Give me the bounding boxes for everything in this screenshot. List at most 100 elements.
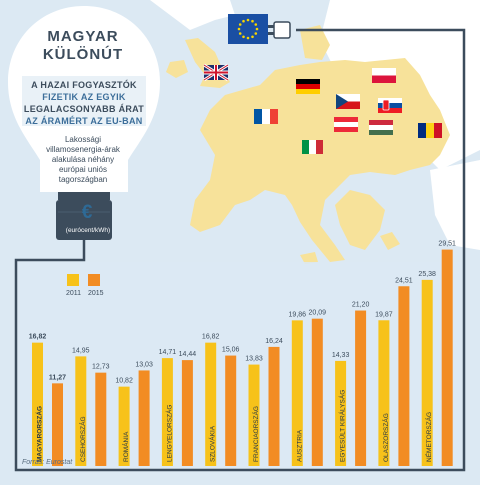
category-label: OLASZORSZÁG [381,413,390,462]
category-label: ROMÁNIA [121,431,130,462]
bar-2011 [205,342,217,466]
poland-flag-icon [372,68,396,83]
value-label: 19,87 [375,311,393,318]
eu-star [238,32,242,35]
map-land-sicily [300,252,318,264]
subtitle-line3: LEGALACSONYABB ÁRAT [23,104,145,114]
legend-swatch-2011 [67,274,79,286]
value-label: 10,82 [115,378,133,385]
map-land-ireland [166,60,188,78]
value-label: 15,06 [222,347,240,354]
category-label: CSEHORSZÁG [78,416,87,462]
bar-2011 [421,279,433,466]
source-note: Forrás: Eurostat [22,459,73,466]
eu-star [254,23,258,26]
description-line: európai uniós [58,165,108,174]
category-label: EGYESÜLT KIRÁLYSÁG [338,390,347,462]
bar-2015 [138,370,150,466]
bars-layer [32,249,453,466]
category-label: MAGYARORSZÁG [35,406,44,462]
value-label: 11,27 [49,374,66,381]
eu-star [255,27,259,31]
eu-star [238,23,242,26]
category-labels-layer: MAGYARORSZÁG CSEHORSZÁG ROMÁNIA LENGYELORSZ… [35,390,434,462]
value-label: 14,71 [159,349,177,356]
france-flag-icon [254,109,278,124]
romania-flag-icon [418,123,442,138]
legend-label-2011: 2011 [66,290,82,297]
plug-icon [268,21,291,39]
euro-icon: € [81,202,93,223]
eu-star [246,36,250,40]
category-label: NÉMETORSZÁG [424,412,433,462]
value-label: 16,82 [202,334,220,341]
value-label: 21,20 [352,302,370,309]
slovakia-flag-icon [378,98,402,113]
bar-2011 [161,358,173,466]
value-label: 24,51 [395,277,413,284]
eu-flag-icon [228,14,268,44]
value-label: 12,73 [92,364,110,371]
eu-star [246,18,250,22]
germany-flag-icon [296,79,320,94]
legend-label-2015: 2015 [88,290,104,297]
cable [14,28,466,472]
bar-2015 [95,372,107,466]
uk-flag-icon [203,63,229,82]
bar-2011 [118,386,130,466]
italy-flag-icon [302,140,323,154]
bar-2011 [378,320,390,466]
bar-2015 [268,346,280,466]
value-labels-layer: 16,82 11,27 14,95 12,73 10,82 13,03 14,71 14,44… [29,241,456,385]
eu-star [251,19,254,23]
subtitle-banner [22,76,146,126]
map-land-balkan [335,190,385,250]
map-land-other [150,0,235,30]
value-label: 25,38 [418,271,436,278]
legend-swatch-2015 [88,274,100,286]
value-label: 29,51 [438,241,456,248]
subtitle-line2: FIZETIK AZ EGYIK [42,92,126,102]
description-line: alakulása néhány [51,155,115,164]
bar-2015 [311,318,323,466]
map-land-scandinavia [300,25,330,60]
value-label: 20,09 [309,310,327,317]
hungary-flag-icon [369,120,393,135]
bar-2011 [335,360,347,466]
title-line1: MAGYAR [47,28,119,45]
eu-star [254,32,258,35]
bar-2011 [291,320,303,466]
value-label: 13,03 [135,361,153,368]
bar-2015 [398,286,410,466]
description-line: villamosenergia-árak [46,145,120,154]
eu-star [242,35,245,39]
category-label: AUSZTRIA [296,429,303,462]
subtitle-line1: A HAZAI FOGYASZTÓK [31,80,137,90]
title-line2: KÜLÖNÚT [42,46,124,63]
unit-label: (eurócent/kWh) [65,227,111,234]
value-label: 19,86 [289,311,307,318]
category-label: LENGYELORSZÁG [164,405,173,462]
eu-star [242,19,245,23]
value-label: 13,83 [245,356,263,363]
bar-2015 [52,383,63,466]
value-label: 14,95 [72,347,90,354]
bar-2011 [32,342,43,466]
bar-2015 [355,310,367,466]
eu-star [251,35,254,39]
czech-flag-icon [336,94,360,109]
eu-star [237,27,241,31]
subtitle-line4: AZ ÁRAMÉRT AZ EU-BAN [25,116,143,126]
austria-flag-icon [334,117,358,132]
bar-2015 [441,249,453,466]
description-line: tagországban [58,175,108,184]
description-line: Lakossági [64,135,102,144]
map-land-greece-island [380,232,400,250]
category-label: FRANCIAORSZÁG [251,406,260,462]
map-land-other [430,160,480,250]
bar-2011 [75,356,87,466]
value-label: 14,33 [332,352,350,359]
category-label: SZLOVÁKIA [208,425,217,462]
